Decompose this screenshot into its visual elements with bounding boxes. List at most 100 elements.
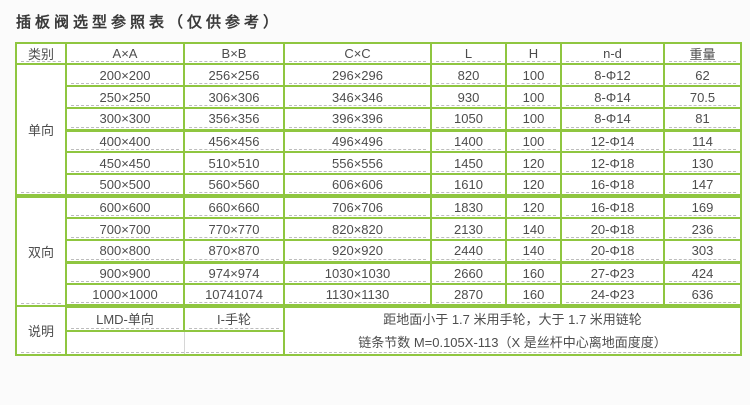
- cell: 100: [505, 63, 562, 87]
- notes-row: 说明 LMD-单向 I-手轮 距地面小于 1.7 米用手轮，大于 1.7 米用链…: [15, 305, 742, 356]
- cell: 606×606: [283, 173, 432, 198]
- valve-spec-table: 类别 A×A B×B C×C L H n-d 重量 单向 200×200 256…: [15, 42, 742, 356]
- header-cell-h: H: [505, 42, 562, 65]
- notes-row: [16, 329, 741, 356]
- cell: 2440: [430, 239, 507, 264]
- notes-model-cell: LMD-单向: [65, 305, 185, 332]
- cell: 1610: [430, 173, 507, 198]
- cell: 24-Φ23: [560, 283, 665, 308]
- table-row: 单向 200×200 256×256 296×296 820 100 8-Φ12…: [15, 63, 742, 198]
- cell: 8-Φ14: [560, 85, 665, 109]
- cell: 1030×1030: [283, 261, 432, 285]
- notes-line-1: 距地面小于 1.7 米用手轮，大于 1.7 米用链轮: [383, 312, 642, 327]
- cell: 20-Φ18: [560, 217, 665, 241]
- header-cell-bxb: B×B: [183, 42, 285, 65]
- cell: 100: [505, 129, 562, 153]
- cell: 660×660: [183, 195, 285, 219]
- cell: 120: [505, 173, 562, 198]
- cell: 450×450: [65, 151, 185, 175]
- category-cell-twoway: 双向: [15, 195, 67, 307]
- cell: 100: [505, 107, 562, 132]
- cell: 8-Φ14: [560, 107, 665, 132]
- table-row: 450×450 510×510 556×556 1450 120 12-Φ18 …: [16, 151, 742, 175]
- cell: 140: [505, 239, 562, 264]
- cell: 120: [505, 151, 562, 175]
- cell: 400×400: [65, 129, 185, 153]
- cell: 2130: [430, 217, 507, 241]
- table-row: 双向 600×600 660×660 706×706 1830 120 16-Φ…: [15, 195, 742, 307]
- cell: 100: [505, 85, 562, 109]
- cell: 130: [663, 151, 742, 175]
- cell: 930: [430, 85, 507, 109]
- cell: 27-Φ23: [560, 261, 665, 285]
- page-title: 插板阀选型参照表（仅供参考）: [16, 14, 283, 31]
- cell: 1450: [430, 151, 507, 175]
- cell: 560×560: [183, 173, 285, 198]
- cell: 169: [663, 195, 742, 219]
- cell: 2870: [430, 283, 507, 308]
- cell: 500×500: [65, 173, 185, 198]
- table-row: 800×800 870×870 920×920 2440 140 20-Φ18 …: [16, 239, 742, 264]
- notes-wheel-cell: I-手轮: [183, 305, 285, 332]
- header-cell-weight: 重量: [663, 42, 742, 65]
- cell: 920×920: [283, 239, 432, 264]
- cell: 346×346: [283, 85, 432, 109]
- cell: 140: [505, 217, 562, 241]
- cell: 820: [430, 63, 507, 87]
- cell: 456×456: [183, 129, 285, 153]
- table-row: 300×300 356×356 396×396 1050 100 8-Φ14 8…: [16, 107, 742, 132]
- table-row: 500×500 560×560 606×606 1610 120 16-Φ18 …: [16, 173, 742, 198]
- notes-empty-cell: [65, 329, 285, 356]
- category-cell-oneway: 单向: [15, 63, 67, 198]
- header-cell-cxc: C×C: [283, 42, 432, 65]
- cell: 770×770: [183, 217, 285, 241]
- cell: 114: [663, 129, 742, 153]
- cell: 1400: [430, 129, 507, 153]
- cell: 8-Φ12: [560, 63, 665, 87]
- cell: 12-Φ14: [560, 129, 665, 153]
- cell: 636: [663, 283, 742, 308]
- cell: 900×900: [65, 261, 185, 285]
- cell: 160: [505, 283, 562, 308]
- cell: 120: [505, 195, 562, 219]
- notes-text-cell: 距地面小于 1.7 米用手轮，大于 1.7 米用链轮 链条节数 M=0.105X…: [283, 305, 742, 356]
- cell: 62: [663, 63, 742, 87]
- cell: 236: [663, 217, 742, 241]
- category-cell-notes: 说明: [15, 305, 67, 356]
- header-cell-category: 类别: [15, 42, 67, 65]
- cell: 81: [663, 107, 742, 132]
- cell: 496×496: [283, 129, 432, 153]
- cell: 200×200: [65, 63, 185, 87]
- table-row: 1000×1000 10741074 1130×1130 2870 160 24…: [16, 283, 742, 308]
- table-row: 250×250 306×306 346×346 930 100 8-Φ14 70…: [16, 85, 742, 109]
- cell: 147: [663, 173, 742, 198]
- cell: 424: [663, 261, 742, 285]
- cell: 1130×1130: [283, 283, 432, 308]
- cell: 300×300: [65, 107, 185, 132]
- cell: 2660: [430, 261, 507, 285]
- cell: 303: [663, 239, 742, 264]
- cell: 1050: [430, 107, 507, 132]
- cell: 16-Φ18: [560, 195, 665, 219]
- table-row: 700×700 770×770 820×820 2130 140 20-Φ18 …: [16, 217, 742, 241]
- cell: 870×870: [183, 239, 285, 264]
- table-row: 900×900 974×974 1030×1030 2660 160 27-Φ2…: [16, 261, 742, 285]
- cell: 306×306: [183, 85, 285, 109]
- cell: 974×974: [183, 261, 285, 285]
- cell: 820×820: [283, 217, 432, 241]
- cell: 600×600: [65, 195, 185, 219]
- cell: 160: [505, 261, 562, 285]
- cell: 256×256: [183, 63, 285, 87]
- cell: 296×296: [283, 63, 432, 87]
- cell: 1000×1000: [65, 283, 185, 308]
- cell: 700×700: [65, 217, 185, 241]
- cell: 10741074: [183, 283, 285, 308]
- cell: 396×396: [283, 107, 432, 132]
- cell: 706×706: [283, 195, 432, 219]
- header-row: 类别 A×A B×B C×C L H n-d 重量: [15, 42, 742, 65]
- header-cell-axa: A×A: [65, 42, 185, 65]
- cell: 20-Φ18: [560, 239, 665, 264]
- cell: 12-Φ18: [560, 151, 665, 175]
- table-row: 400×400 456×456 496×496 1400 100 12-Φ14 …: [16, 129, 742, 153]
- cell: 250×250: [65, 85, 185, 109]
